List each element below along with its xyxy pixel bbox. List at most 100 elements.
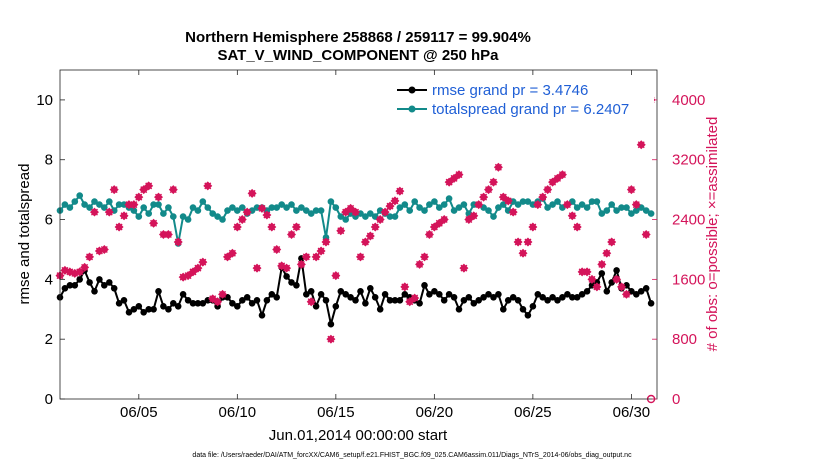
obs-assimilated-point [114, 222, 124, 232]
totalspread-point [583, 204, 591, 211]
rmse-point [145, 306, 152, 313]
rmse-point [160, 303, 167, 310]
obs-assimilated-point [424, 230, 434, 239]
obs-assimilated-point [582, 267, 592, 277]
totalspread-point [96, 201, 103, 208]
totalspread-point [288, 201, 295, 208]
obs-assimilated-point [631, 200, 641, 210]
totalspread-point [593, 198, 601, 205]
totalspread-point [332, 204, 340, 211]
obs-assimilated-point [533, 200, 543, 210]
rmse-point [504, 297, 512, 304]
totalspread-point [135, 213, 143, 220]
y-right-tick-label: 4000 [672, 92, 705, 109]
totalspread-point [342, 216, 350, 223]
rmse-point [66, 282, 74, 289]
totalspread-point [273, 204, 281, 211]
obs-assimilated-point [597, 259, 607, 269]
obs-assimilated-point [543, 185, 553, 195]
obs-assimilated-point [331, 271, 341, 281]
totalspread-point [406, 207, 414, 214]
obs-assimilated-point [109, 185, 119, 195]
y-right-tick-label: 2400 [672, 212, 705, 229]
obs-assimilated-point [119, 211, 129, 221]
rmse-point [564, 291, 571, 298]
totalspread-point [155, 201, 162, 208]
totalspread-point [283, 204, 290, 211]
rmse-point [440, 297, 448, 304]
rmse-point [293, 282, 300, 289]
plot-frame [59, 69, 658, 400]
totalspread-point [268, 204, 276, 211]
obs-assimilated-point [134, 192, 144, 202]
obs-assimilated-point [291, 222, 301, 232]
rmse-point [199, 300, 207, 307]
rmse-point [258, 312, 266, 319]
obs-assimilated-point [420, 252, 429, 262]
rmse-point [396, 297, 404, 304]
totalspread-point [618, 204, 625, 211]
obs-assimilated-point [326, 334, 336, 344]
obs-assimilated-point [104, 207, 114, 217]
totalspread-point [485, 207, 492, 214]
obs-assimilated-point [390, 196, 400, 206]
totalspread-point [470, 201, 478, 208]
obs-assimilated-point [488, 177, 498, 187]
rmse-point [391, 297, 399, 304]
totalspread-point [81, 201, 88, 208]
obs-assimilated-point [267, 222, 277, 232]
totalspread-point [91, 198, 98, 205]
y-left-tick-label: 4 [45, 271, 53, 288]
obs-assimilated-point [346, 203, 356, 213]
totalspread-point [170, 213, 177, 220]
obs-assimilated-point [257, 203, 267, 213]
obs-assimilated-point [149, 218, 159, 228]
totalspread-point [391, 213, 399, 220]
obs-assimilated-point [370, 222, 380, 232]
totalspread-point [436, 204, 443, 211]
totalspread-point [130, 207, 138, 214]
obs-assimilated-point [508, 207, 518, 217]
obs-assimilated-point [617, 282, 627, 292]
rmse-point [362, 300, 369, 307]
obs-assimilated-point [444, 177, 454, 187]
obs-assimilated-point [513, 237, 523, 247]
totalspread-point [219, 216, 226, 223]
totalspread-point [460, 201, 468, 208]
totalspread-point [450, 207, 458, 214]
rmse-point [381, 291, 389, 298]
obs-assimilated-point [144, 181, 154, 191]
rmse-point [583, 288, 591, 295]
obs-assimilated-point [548, 177, 558, 187]
rmse-point [549, 294, 556, 301]
totalspread-point [445, 195, 453, 202]
rmse-point [445, 291, 453, 298]
obs-assimilated-point [621, 289, 631, 299]
rmse-point [603, 288, 611, 295]
rmse-point [460, 297, 468, 304]
totalspread-point [224, 207, 231, 214]
obs-assimilated-point [474, 200, 484, 210]
x-tick-label: 06/30 [613, 404, 651, 421]
totalspread-point [204, 204, 212, 211]
totalspread-point [367, 210, 374, 217]
obs-assimilated-point [80, 262, 90, 272]
rmse-point [179, 291, 187, 298]
totalspread-point [184, 216, 192, 223]
obs-assimilated-point [459, 263, 469, 273]
rmse-point [224, 294, 231, 301]
obs-series [55, 95, 656, 404]
totalspread-point [312, 207, 320, 214]
obs-assimilated-point [232, 222, 242, 232]
rmse-point [357, 288, 364, 295]
rmse-point [578, 291, 586, 298]
obs-assimilated-point [405, 297, 415, 307]
totalspread-point [500, 201, 507, 208]
rmse-point [352, 297, 359, 304]
obs-assimilated-point [163, 230, 173, 239]
obs-assimilated-point [262, 210, 272, 220]
totalspread-point [229, 204, 236, 211]
totalspread-point [426, 201, 433, 208]
chart-title: Northern Hemisphere 258868 / 259117 = 99… [185, 29, 531, 46]
totalspread-point [150, 201, 157, 208]
